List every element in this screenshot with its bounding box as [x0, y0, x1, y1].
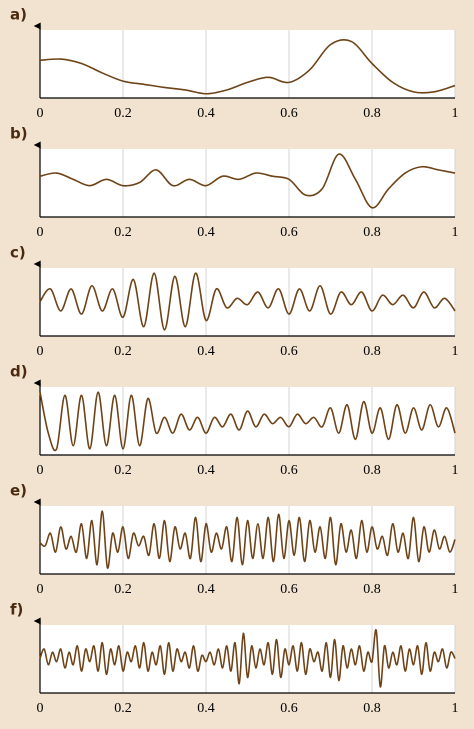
plot-area	[40, 625, 455, 693]
x-tick-label: 0.2	[114, 344, 132, 359]
signal-line	[39, 510, 456, 569]
x-tick-label: 0	[37, 701, 44, 716]
plot-area	[40, 387, 455, 455]
x-tick-label: 0.4	[197, 582, 215, 597]
signal-line	[39, 153, 456, 209]
x-tick-label: 0.8	[363, 701, 381, 716]
x-tick-label: 0.2	[114, 463, 132, 478]
x-tick-label: 1	[452, 106, 459, 121]
x-tick-label: 0.6	[280, 463, 298, 478]
x-tick-label: 0.4	[197, 225, 215, 240]
x-tick-label: 0.2	[114, 106, 132, 121]
x-tick-label: 0.8	[363, 582, 381, 597]
x-tick-label: 0	[37, 582, 44, 597]
x-tick-label: 0.6	[280, 225, 298, 240]
x-tick-label: 0.4	[197, 106, 215, 121]
x-tick-label: 0.8	[363, 463, 381, 478]
plot-area	[40, 268, 455, 336]
panel-label: d)	[10, 363, 28, 381]
x-tick-label: 0.4	[197, 701, 215, 716]
x-tick-label: 0.4	[197, 463, 215, 478]
x-tick-label: 0.2	[114, 701, 132, 716]
signal-line	[39, 39, 456, 95]
x-tick-label: 1	[452, 582, 459, 597]
panel-label: e)	[10, 482, 27, 500]
x-tick-label: 0	[37, 225, 44, 240]
x-tick-label: 0.8	[363, 106, 381, 121]
signal-line	[39, 272, 456, 331]
x-tick-label: 0.2	[114, 225, 132, 240]
x-tick-label: 0.8	[363, 225, 381, 240]
x-tick-label: 1	[452, 701, 459, 716]
x-tick-label: 1	[452, 344, 459, 359]
plot-area	[40, 506, 455, 574]
x-tick-label: 0	[37, 344, 44, 359]
x-tick-label: 1	[452, 225, 459, 240]
signal-line	[39, 629, 456, 688]
panel-label: c)	[10, 244, 26, 262]
x-tick-label: 0	[37, 106, 44, 121]
x-tick-label: 0.6	[280, 106, 298, 121]
plot-area	[40, 30, 455, 98]
plot-area	[40, 149, 455, 217]
signal-line	[39, 391, 456, 452]
x-tick-label: 0.4	[197, 344, 215, 359]
panel-label: b)	[10, 125, 28, 143]
panel-label: a)	[10, 6, 27, 24]
x-tick-label: 0.6	[280, 344, 298, 359]
x-tick-label: 0.2	[114, 582, 132, 597]
x-tick-label: 0.8	[363, 344, 381, 359]
x-tick-label: 0.6	[280, 582, 298, 597]
x-tick-label: 0.6	[280, 701, 298, 716]
x-tick-label: 1	[452, 463, 459, 478]
panel-label: f)	[10, 601, 23, 619]
x-tick-label: 0	[37, 463, 44, 478]
